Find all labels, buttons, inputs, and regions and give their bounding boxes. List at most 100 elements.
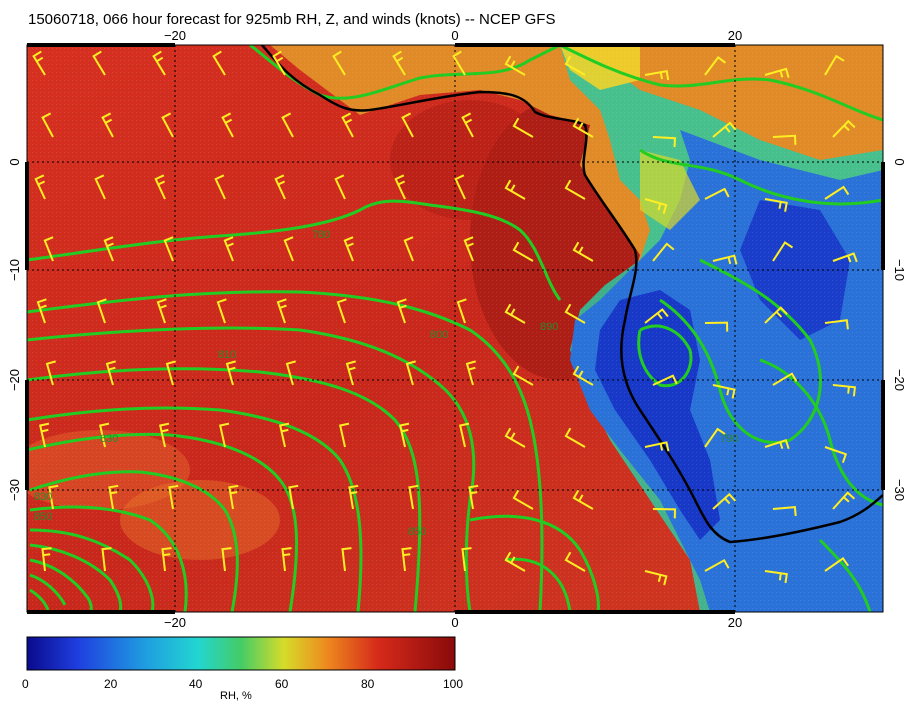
colorbar-tick: 20 — [104, 677, 118, 691]
wind-barb — [396, 298, 407, 324]
wind-barb — [832, 252, 858, 263]
wind-barb — [43, 236, 54, 262]
wind-barb — [572, 241, 594, 262]
wind-barb — [405, 360, 416, 386]
wind-barb — [225, 360, 236, 386]
wind-barb — [764, 67, 790, 78]
wind-barb — [824, 185, 850, 200]
wind-barb — [45, 360, 56, 386]
wind-barb — [32, 50, 46, 76]
top-lon-label: 20 — [728, 28, 742, 43]
axis-edge-marks — [25, 43, 885, 614]
wind-barb — [228, 484, 239, 510]
wind-barb — [644, 308, 669, 324]
bottom-lon-label: 20 — [728, 615, 742, 630]
wind-barb — [223, 236, 234, 262]
wind-barb — [163, 236, 174, 262]
contour-label: 850 — [408, 526, 426, 538]
wind-barb — [216, 298, 227, 324]
wind-barb — [564, 551, 586, 572]
wind-barb — [454, 174, 466, 200]
wind-barb — [41, 112, 54, 138]
wind-barb — [41, 547, 52, 572]
wind-barb — [704, 321, 729, 332]
wind-barb — [281, 547, 292, 572]
wind-barb — [36, 298, 47, 324]
wind-barb — [34, 174, 46, 200]
colorbar-tick: 0 — [22, 677, 29, 691]
wind-barb — [764, 438, 790, 450]
wind-barb — [343, 236, 354, 262]
top-lon-label: −20 — [164, 28, 186, 43]
wind-barb — [504, 179, 526, 200]
right-lat-label: −10 — [892, 259, 906, 281]
wind-barb — [285, 360, 296, 386]
wind-barb — [401, 547, 412, 572]
wind-barb — [644, 198, 668, 214]
left-lat-label: 0 — [7, 158, 22, 165]
wind-barb — [394, 174, 406, 200]
wind-barb — [105, 360, 116, 386]
wind-barb — [644, 441, 670, 452]
wind-barb — [832, 491, 856, 510]
wind-barb — [96, 298, 107, 324]
wind-barb — [332, 50, 346, 76]
wind-barb — [644, 70, 670, 81]
bottom-lon-label: −20 — [164, 615, 186, 630]
wind-barb — [564, 427, 586, 448]
tick-labels: −20 0 20 −20 0 20 0 −10 −20 −30 0 −10 −2… — [7, 28, 906, 630]
wind-barb — [101, 112, 114, 138]
wind-barb — [504, 427, 526, 448]
wind-barb — [504, 55, 526, 76]
wind-barb — [824, 557, 850, 572]
wind-barb — [101, 547, 112, 572]
wind-barb — [276, 298, 287, 324]
wind-barb — [824, 446, 848, 464]
wind-barb — [712, 384, 736, 399]
wind-barb — [704, 55, 726, 76]
wind-barb — [512, 117, 534, 138]
wind-barb — [572, 117, 594, 138]
wind-barb — [94, 174, 106, 200]
bottom-lon-label: 0 — [451, 615, 458, 630]
wind-barb — [221, 112, 234, 138]
wind-barb — [572, 489, 594, 510]
wind-barb — [274, 174, 286, 200]
contour-label: 790 — [720, 433, 738, 445]
wind-barb — [564, 303, 586, 324]
right-lat-label: −20 — [892, 369, 906, 391]
wind-barb — [159, 422, 170, 448]
contour-label: 780 — [312, 229, 330, 241]
wind-barb — [154, 174, 166, 200]
wind-barb — [288, 484, 299, 510]
wind-barb — [165, 360, 176, 386]
colorbar — [26, 636, 456, 671]
wind-barb — [283, 236, 294, 262]
contour-label: 830 — [100, 433, 118, 445]
wind-barb — [463, 236, 474, 262]
contour-label: 800 — [430, 329, 448, 341]
wind-barb — [764, 570, 788, 584]
wind-barb — [461, 112, 474, 138]
wind-barb — [704, 427, 726, 448]
wind-barb — [504, 551, 526, 572]
wind-barb — [161, 112, 174, 138]
wind-barb — [403, 236, 414, 262]
left-lat-label: −20 — [7, 369, 22, 391]
wind-barb — [219, 422, 230, 448]
wind-barb — [279, 422, 290, 448]
wind-barb — [456, 298, 467, 324]
wind-barb — [712, 492, 737, 510]
wind-barb — [504, 303, 526, 324]
wind-barb — [512, 489, 534, 510]
wind-barb — [39, 422, 50, 448]
wind-barb — [408, 484, 419, 510]
wind-barb — [48, 484, 59, 510]
wind-barb — [704, 558, 730, 572]
right-lat-label: −30 — [892, 479, 906, 501]
wind-barb — [392, 50, 406, 76]
wind-barbs — [32, 50, 858, 586]
wind-barb — [712, 254, 738, 265]
wind-barb — [772, 241, 794, 262]
